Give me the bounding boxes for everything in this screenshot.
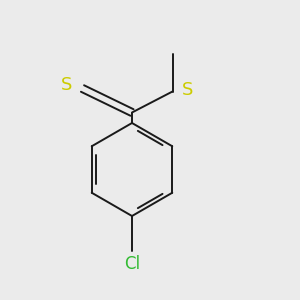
Text: S: S bbox=[61, 76, 73, 94]
Text: Cl: Cl bbox=[124, 255, 140, 273]
Text: S: S bbox=[182, 81, 193, 99]
